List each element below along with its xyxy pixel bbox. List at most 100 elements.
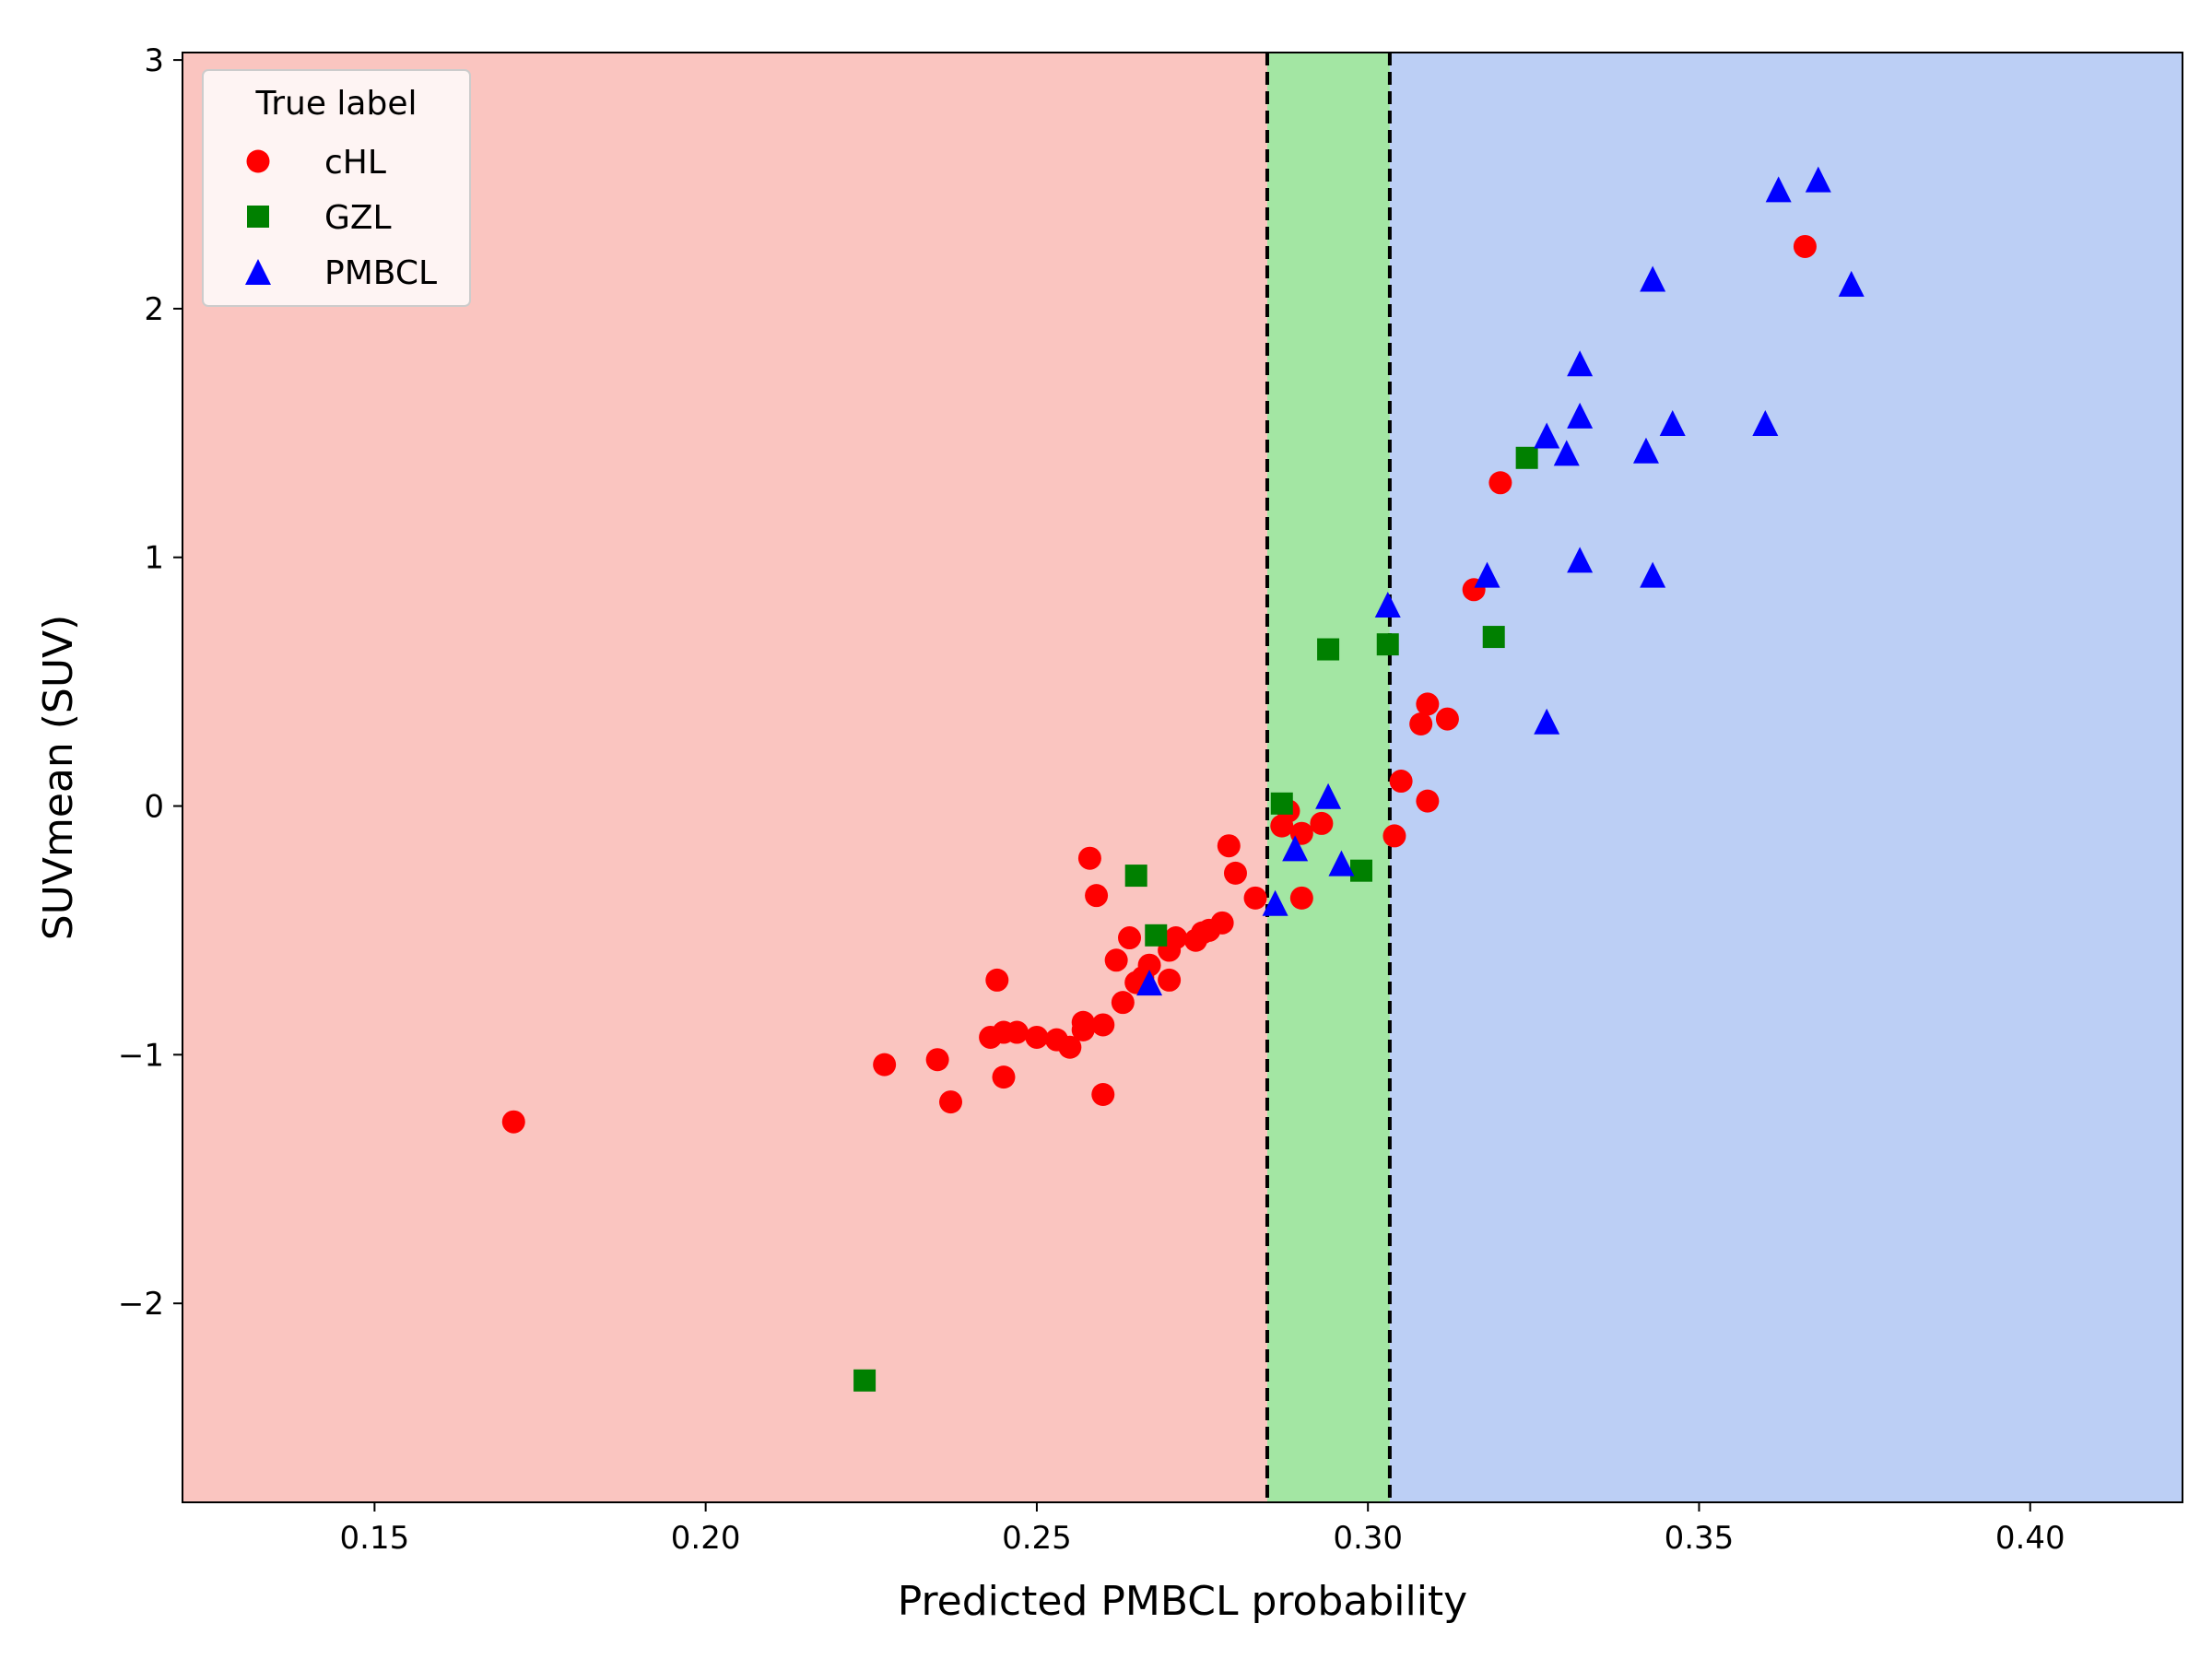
y-tick-label: −1 [118, 1037, 164, 1074]
point-pmbcl [1838, 270, 1865, 297]
point-chl [1111, 991, 1135, 1015]
point-chl [1217, 834, 1241, 858]
threshold-lines [1265, 53, 1392, 1502]
point-chl [1077, 846, 1101, 870]
point-chl [1164, 926, 1188, 950]
point-chl [1416, 789, 1440, 813]
point-chl [1025, 1025, 1049, 1049]
point-pmbcl [1328, 850, 1355, 877]
point-chl [1137, 953, 1161, 977]
point-gzl [1515, 446, 1538, 469]
point-gzl [853, 1369, 877, 1392]
series-chl [501, 234, 1817, 1134]
x-tick-label: 0.15 [340, 1520, 410, 1557]
point-pmbcl [1474, 561, 1500, 588]
x-tick-label: 0.40 [1995, 1520, 2065, 1557]
legend-label-gzl: GZL [324, 199, 392, 237]
point-pmbcl [1640, 265, 1666, 292]
point-pmbcl [1640, 561, 1666, 588]
point-pmbcl [1553, 440, 1580, 466]
series-gzl [853, 446, 1538, 1392]
point-chl [1310, 811, 1334, 835]
point-chl [1382, 824, 1406, 848]
point-pmbcl [1534, 422, 1560, 449]
point-chl [985, 968, 1009, 992]
y-tick-label: 3 [144, 42, 164, 79]
legend: True label cHL GZL PMBCL [202, 69, 471, 307]
point-chl [1389, 770, 1413, 794]
point-chl [1488, 471, 1512, 495]
point-pmbcl [1136, 970, 1163, 996]
legend-marker-pmbcl [245, 259, 271, 285]
point-chl [1091, 1083, 1115, 1107]
point-chl [1243, 886, 1267, 910]
point-chl [1416, 692, 1440, 716]
series-pmbcl [1136, 166, 1865, 996]
point-chl [1058, 1035, 1082, 1059]
y-tick-label: 2 [144, 291, 164, 328]
legend-entry-gzl: GZL [247, 199, 392, 237]
point-pmbcl [1567, 402, 1594, 429]
point-pmbcl [1315, 782, 1342, 809]
point-gzl [1124, 865, 1147, 888]
point-chl [1210, 911, 1234, 935]
x-tick-label: 0.25 [1002, 1520, 1072, 1557]
point-chl [1435, 707, 1459, 731]
point-chl [501, 1110, 525, 1134]
y-axis: −2 −1 0 1 2 3 [118, 42, 182, 1323]
point-chl [1158, 968, 1182, 992]
point-pmbcl [1805, 166, 1831, 193]
x-axis-label: Predicted PMBCL probability [898, 1578, 1467, 1625]
point-pmbcl [1534, 708, 1560, 735]
x-axis: 0.15 0.20 0.25 0.30 0.35 0.40 [340, 1502, 2065, 1557]
legend-marker-gzl [247, 206, 269, 228]
point-gzl [1376, 633, 1399, 656]
point-chl [1793, 234, 1817, 258]
decision-regions [182, 53, 2183, 1502]
region-2 [1389, 53, 2183, 1502]
legend-label-pmbcl: PMBCL [324, 254, 437, 292]
point-chl [925, 1048, 949, 1072]
point-pmbcl [1567, 350, 1594, 377]
point-chl [1223, 861, 1247, 885]
y-axis-label: SUVmean (SUV) [35, 615, 82, 941]
legend-entry-pmbcl: PMBCL [245, 254, 437, 292]
legend-entries: cHL GZL PMBCL [245, 144, 437, 292]
point-gzl [1270, 792, 1293, 815]
x-tick-label: 0.20 [671, 1520, 741, 1557]
x-tick-label: 0.35 [1665, 1520, 1735, 1557]
point-chl [939, 1090, 963, 1114]
y-tick-label: 0 [144, 789, 164, 826]
point-gzl [1145, 924, 1168, 947]
point-chl [1085, 884, 1109, 908]
point-gzl [1350, 859, 1373, 882]
legend-label-chl: cHL [324, 144, 386, 182]
plot-frame [182, 52, 2183, 1503]
legend-marker-chl [246, 149, 270, 173]
region-1 [1266, 53, 1390, 1502]
point-chl [1118, 926, 1142, 950]
legend-box [202, 69, 471, 307]
point-pmbcl [1374, 591, 1401, 618]
y-tick-label: 1 [144, 540, 164, 577]
point-chl [1409, 712, 1433, 735]
point-chl [1091, 1013, 1115, 1037]
point-chl [1104, 948, 1128, 972]
data-points [501, 166, 1865, 1392]
point-chl [1289, 886, 1313, 910]
point-chl [873, 1053, 897, 1077]
point-gzl [1317, 638, 1340, 661]
point-pmbcl [1765, 176, 1792, 203]
legend-entry-chl: cHL [246, 144, 386, 182]
point-chl [1005, 1020, 1029, 1044]
point-pmbcl [1752, 410, 1779, 437]
point-pmbcl [1282, 835, 1309, 862]
legend-title: True label [255, 85, 418, 123]
point-pmbcl [1659, 410, 1686, 437]
point-chl [992, 1065, 1016, 1089]
point-gzl [1482, 626, 1505, 649]
point-pmbcl [1567, 547, 1594, 573]
point-pmbcl [1262, 889, 1288, 916]
point-chl [1071, 1018, 1095, 1041]
